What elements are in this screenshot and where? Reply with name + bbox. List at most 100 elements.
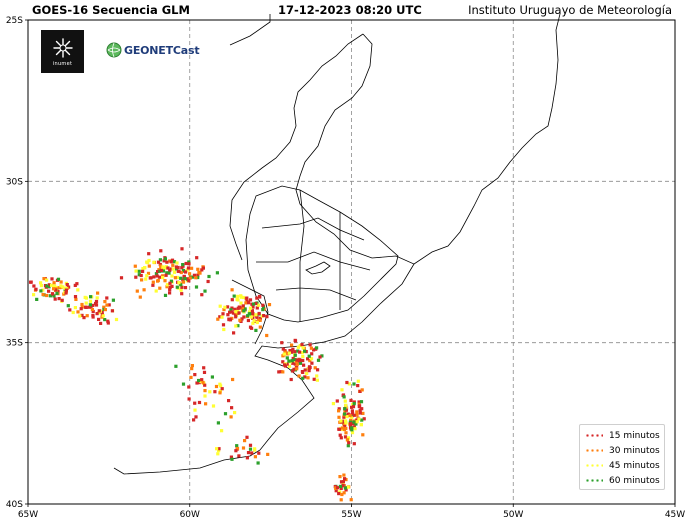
- lightning-strike: [158, 258, 162, 262]
- y-tick-label: 35S: [6, 339, 23, 349]
- lightning-strike: [291, 361, 295, 365]
- lightning-strike: [179, 276, 183, 280]
- lightning-strike: [231, 377, 235, 382]
- lightning-strike: [174, 265, 178, 269]
- lightning-strike: [147, 252, 151, 256]
- lightning-strike: [179, 283, 183, 287]
- lightning-strike: [147, 264, 151, 268]
- lightning-strike: [50, 292, 55, 296]
- lightning-strike: [97, 317, 101, 321]
- lightning-strike: [203, 394, 207, 398]
- lightning-strike: [52, 294, 56, 298]
- lightning-strike: [241, 304, 245, 308]
- lightning-strike: [195, 256, 199, 260]
- lightning-strike: [211, 404, 216, 408]
- lightning-strike: [308, 343, 312, 347]
- river-plate: [231, 279, 269, 345]
- x-tick-label: 60W: [180, 510, 200, 520]
- lightning-strike: [190, 367, 194, 371]
- lightning-strike: [362, 417, 366, 421]
- lightning-strike: [337, 427, 342, 431]
- lightning-strike: [255, 320, 259, 325]
- legend-item-60: 60 minutos: [580, 473, 664, 488]
- lightning-strike: [343, 477, 347, 481]
- lightning-strike: [73, 306, 77, 310]
- lightning-strike: [307, 354, 311, 358]
- y-tick-label: 40S: [6, 500, 23, 510]
- lightning-strike: [308, 359, 312, 363]
- lightning-strike: [63, 286, 67, 290]
- lightning-strike: [80, 313, 84, 317]
- lightning-strike: [236, 324, 240, 328]
- lightning-strike: [334, 486, 338, 490]
- lightning-strike: [177, 269, 181, 273]
- lightning-strike: [66, 304, 70, 308]
- lightning-strike: [181, 278, 185, 282]
- lightning-strike: [246, 314, 250, 318]
- lightning-strike: [187, 260, 191, 264]
- lightning-strike: [305, 371, 309, 376]
- lightning-strike: [167, 271, 171, 275]
- lightning-strike: [258, 325, 262, 329]
- lightning-strike: [189, 375, 193, 379]
- lightning-strike: [267, 303, 272, 307]
- lightning-strike: [320, 354, 324, 358]
- lightning-strike: [285, 362, 289, 366]
- lightning-strike: [296, 345, 300, 349]
- lightning-strike: [338, 475, 342, 479]
- lightning-strike: [119, 276, 124, 280]
- lightning-strike: [251, 311, 255, 316]
- lightning-strike: [47, 283, 51, 287]
- lightning-strike: [195, 381, 199, 385]
- lightning-strike: [352, 413, 356, 417]
- lightning-strike: [166, 266, 170, 270]
- lightning-strike: [309, 357, 314, 361]
- x-tick-label: 45W: [665, 510, 685, 520]
- lightning-strike: [291, 356, 295, 361]
- lightning-strike: [52, 284, 56, 288]
- lightning-strike: [181, 382, 186, 386]
- lightning-strike: [214, 384, 219, 389]
- lightning-strike: [361, 411, 365, 415]
- lightning-strike: [222, 327, 226, 332]
- lightning-strike: [200, 378, 204, 382]
- lightning-strike: [262, 314, 266, 318]
- lightning-strike: [301, 354, 305, 359]
- lightning-strike: [234, 310, 238, 314]
- lightning-strike: [236, 294, 240, 298]
- lightning-strike: [163, 257, 167, 261]
- lightning-strike: [59, 280, 63, 284]
- lightning-strike: [156, 279, 160, 283]
- lightning-strike: [175, 261, 179, 265]
- lightning-strike: [244, 301, 248, 305]
- lightning-strike: [106, 319, 110, 323]
- map-frame: [27, 19, 676, 505]
- lightning-strike: [137, 269, 141, 273]
- lightning-strike: [266, 452, 270, 456]
- lightning-strike: [346, 485, 350, 489]
- lightning-strike: [343, 399, 347, 403]
- lightning-strike: [94, 299, 99, 304]
- lightning-strike: [217, 447, 221, 451]
- lightning-strike: [64, 288, 68, 292]
- lightning-strike: [339, 498, 343, 502]
- lightning-strike: [85, 314, 89, 318]
- legend-label-30: 30 minutos: [609, 445, 660, 456]
- lightning-strike: [168, 268, 172, 273]
- lightning-strike: [251, 321, 255, 325]
- lightning-strike: [316, 358, 321, 362]
- lightning-strike: [100, 310, 104, 314]
- lightning-strike: [265, 315, 269, 319]
- lightning-strike: [303, 368, 307, 372]
- lightning-strikes: [29, 247, 366, 502]
- lightning-strike: [45, 293, 49, 298]
- lightning-strike: [295, 367, 299, 371]
- lightning-strike: [142, 288, 146, 292]
- lightning-strike: [165, 260, 169, 264]
- lightning-strike: [235, 444, 239, 448]
- lightning-strike: [347, 441, 351, 445]
- lightning-strike: [349, 424, 353, 428]
- lightning-strike: [221, 312, 225, 316]
- lightning-strike: [343, 424, 347, 429]
- lightning-strike: [339, 419, 343, 423]
